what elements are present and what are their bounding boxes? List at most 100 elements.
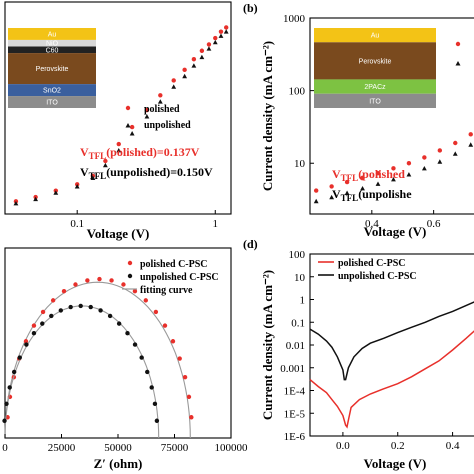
- data-point-unpolished: [212, 39, 218, 45]
- data-point-unpolished: [31, 331, 37, 336]
- panel-d-ticks: 0.0 0.2 0.4 1E-6 1E-5 1E-4 0.001 0.01 0.1 1 10 100: [280, 249, 460, 452]
- panel-d-chart: (d) 0.0 0.2 0.4 1E-6 1E-5 1E-4 0.001 0.01 0.1 1 10…: [243, 237, 474, 471]
- data-point-unpolished: [98, 308, 103, 313]
- data-point-unpolished: [90, 175, 96, 180]
- data-point-polished: [191, 57, 197, 62]
- data-point-unpolished: [88, 304, 93, 310]
- curve-polished: [309, 330, 474, 429]
- inset-layer: [314, 28, 436, 43]
- annotation-vtfl-polished: VTFL(polished: [332, 167, 405, 183]
- data-point-unpolished: [182, 73, 188, 79]
- panel-b-ylabel: Current density (mA cm⁻²): [260, 41, 275, 191]
- inset-layer: [314, 93, 436, 108]
- data-point-polished: [73, 282, 78, 287]
- data-point-polished: [329, 184, 334, 189]
- data-point-polished: [437, 148, 443, 153]
- inset-layer-label: C60: [46, 47, 59, 54]
- data-point-unpolished: [24, 342, 29, 347]
- data-point-polished: [186, 394, 192, 400]
- data-point-polished: [453, 140, 458, 146]
- data-point-polished: [171, 78, 176, 83]
- data-point-unpolished: [129, 131, 135, 136]
- curve-unpolished: [309, 301, 474, 381]
- data-point-unpolished: [145, 369, 150, 375]
- panel-b-device-inset: Au Perovskite 2PACz ITO: [314, 28, 436, 108]
- y-tick-label: 10: [294, 158, 306, 170]
- data-point-polished: [213, 35, 218, 41]
- x-tick-label: 0: [2, 442, 8, 454]
- inset-layer-label: Perovskite: [36, 66, 69, 73]
- data-point-unpolished: [7, 385, 12, 390]
- legend-marker-polished: [125, 105, 131, 111]
- y-tick-label: 100: [289, 86, 306, 98]
- data-point-unpolished: [125, 331, 130, 336]
- panel-c-legend: polished C-PSC unpolished C-PSC fitting …: [122, 259, 219, 296]
- data-point-unpolished: [4, 401, 9, 407]
- data-point-polished: [189, 415, 194, 420]
- data-point-unpolished: [132, 342, 138, 347]
- panel-d-curves: [309, 301, 474, 429]
- annotation-vtfl-unpolished: VTFL(unpolishe: [332, 187, 412, 203]
- fitting-curve: [4, 281, 191, 439]
- legend-label-polished: polished C-PSC: [140, 259, 208, 270]
- data-point-unpolished: [58, 308, 64, 313]
- legend-label-unpolished: unpolished C-PSC: [140, 272, 219, 283]
- data-point-unpolished: [107, 313, 113, 319]
- data-point-unpolished: [313, 198, 319, 204]
- data-point-polished: [182, 67, 187, 73]
- data-point-unpolished: [149, 385, 154, 390]
- data-point-unpolished: [391, 176, 396, 182]
- panel-b-axes-frame: [309, 17, 474, 215]
- data-point-unpolished: [199, 54, 205, 60]
- annotation-vtfl-unpolished: VTFL(unpolished)=0.150V: [80, 165, 213, 181]
- y-tick-label: 100: [289, 249, 306, 261]
- x-tick-label: 25000: [48, 442, 76, 454]
- data-point-polished: [313, 188, 319, 193]
- inset-layer-label: ITO: [46, 100, 58, 107]
- inset-layer-label: ITO: [369, 98, 381, 105]
- data-point-unpolished: [53, 190, 59, 195]
- inset-layer: [314, 42, 436, 80]
- legend-label-polished: polished C-PSC: [338, 258, 406, 269]
- data-point-polished: [116, 141, 121, 147]
- legend-label-unpolished: unpolished: [144, 120, 191, 131]
- legend-label-polished: polished: [144, 104, 180, 115]
- data-point-polished: [177, 356, 182, 361]
- x-tick-label: 0.0: [336, 440, 350, 452]
- x-tick-label: 0.4: [446, 440, 460, 452]
- inset-layer-label: 2PACz: [364, 84, 386, 91]
- data-point-unpolished: [218, 33, 224, 38]
- panel-b-legend: [455, 41, 461, 66]
- data-point-polished: [109, 278, 114, 283]
- data-point-unpolished: [157, 99, 163, 104]
- data-point-unpolished: [116, 321, 122, 326]
- x-tick-label: 0.2: [391, 440, 405, 452]
- panel-d-ylabel: Current density (mA cm⁻²): [260, 270, 275, 420]
- data-point-unpolished: [74, 184, 80, 189]
- data-point-unpolished: [152, 401, 158, 407]
- data-point-polished: [360, 175, 365, 181]
- panel-label-b: (b): [243, 1, 258, 15]
- data-point-unpolished: [406, 172, 412, 177]
- data-point-unpolished: [437, 159, 443, 164]
- data-point-polished: [468, 132, 473, 137]
- data-point-unpolished: [139, 355, 144, 360]
- panel-a-xlabel: Voltage (V): [87, 226, 150, 241]
- y-tick-label: 1000: [283, 13, 306, 25]
- data-point-polished: [85, 278, 90, 283]
- data-point-polished: [199, 48, 205, 53]
- inset-layer-label: SnO2: [43, 88, 61, 95]
- inset-layer: [8, 28, 96, 40]
- inset-layer-label: NiO: [46, 41, 59, 48]
- data-point-polished: [375, 170, 381, 176]
- panel-label-d: (d): [243, 237, 258, 251]
- legend-label-unpolished: unpolished C-PSC: [338, 271, 417, 282]
- data-point-unpolished: [49, 313, 54, 319]
- panel-c-data-points: [2, 276, 194, 439]
- data-point-polished: [224, 25, 229, 30]
- data-point-unpolished: [171, 84, 177, 89]
- data-point-polished: [170, 339, 176, 344]
- legend-marker-unpolished: [127, 273, 133, 279]
